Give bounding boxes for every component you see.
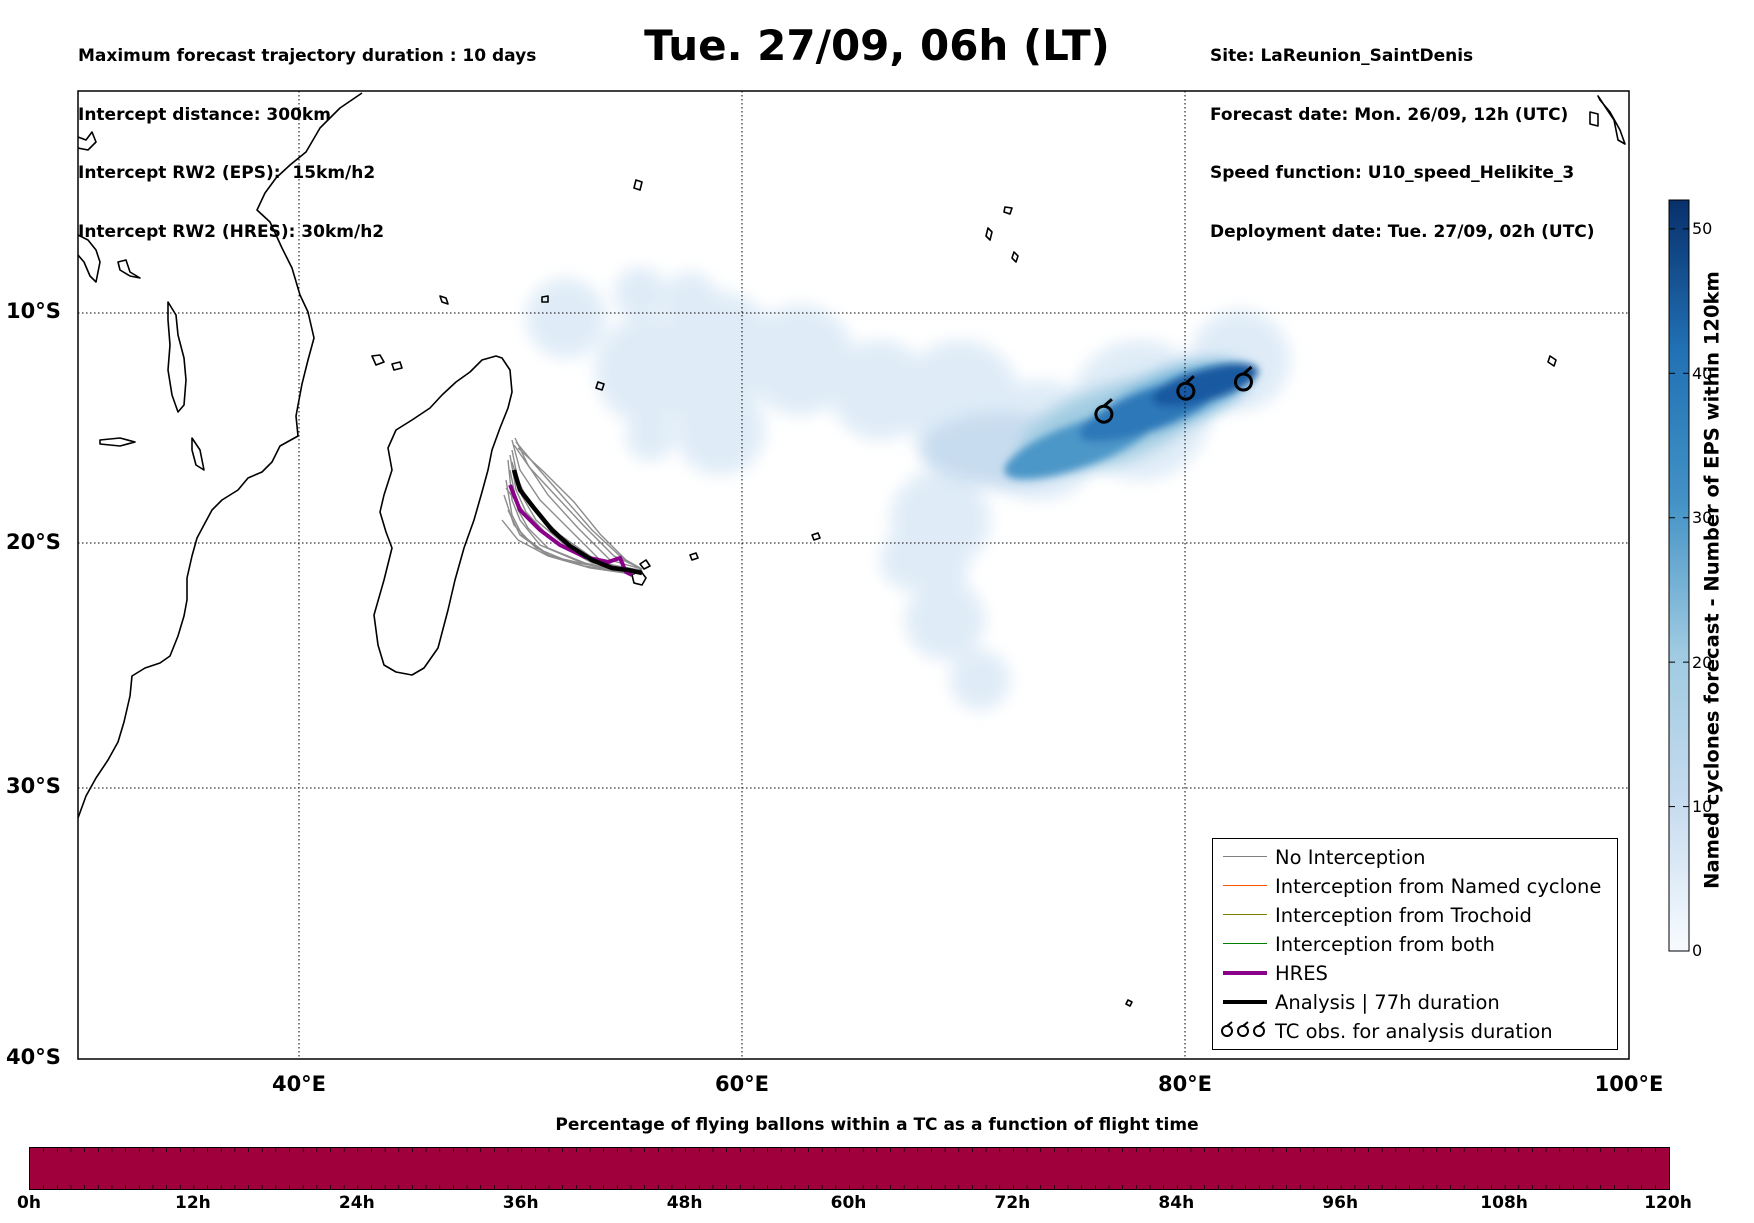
legend-label: HRES (1275, 962, 1328, 985)
tc-obs-marker (1176, 375, 1196, 401)
lon-label: 60°E (714, 1072, 770, 1096)
progress-tick-label: 72h (994, 1193, 1031, 1213)
info-line: Site: LaReunion_SaintDenis (1210, 46, 1474, 66)
colorbar-tick-label: 10 (1692, 797, 1713, 816)
graticule (78, 91, 1629, 1059)
page-title: Tue. 27/09, 06h (LT) (644, 21, 1110, 70)
colorbar (1668, 199, 1690, 952)
legend-item-no-interception: No Interception (1213, 843, 1617, 872)
info-line: Forecast date: Mon. 26/09, 12h (UTC) (1210, 104, 1569, 125)
progress-tick-label: 24h (338, 1193, 375, 1213)
coastlines (78, 92, 1626, 1007)
progress-fill (30, 1148, 1669, 1189)
progress-minor-ticks (43, 1148, 1656, 1189)
legend-swatch (1223, 1000, 1267, 1004)
legend-item-named-cyclone: Interception from Named cyclone (1213, 872, 1617, 901)
legend-item-both: Interception from both (1213, 930, 1617, 959)
cyclone-symbol-icon (1219, 1019, 1267, 1048)
map-legend: No Interception Interception from Named … (1212, 838, 1618, 1050)
progress-tick-label: 36h (502, 1193, 539, 1213)
colorbar-title: Named cyclones forecast - Number of EPS … (1700, 271, 1724, 889)
legend-item-trochoid: Interception from Trochoid (1213, 901, 1617, 930)
info-line: Intercept RW2 (EPS): 15km/h2 (78, 163, 376, 183)
eps-trajectories (501, 437, 643, 575)
legend-label: No Interception (1275, 846, 1426, 869)
legend-swatch (1223, 856, 1267, 857)
progress-tick-label: 108h (1480, 1193, 1528, 1213)
legend-label: Interception from both (1275, 933, 1495, 956)
lat-label: 40°S (6, 1045, 61, 1069)
lon-label: 80°E (1157, 1072, 1213, 1096)
tc-observations (1094, 365, 1253, 424)
legend-swatch (1223, 885, 1267, 886)
legend-label: Interception from Trochoid (1275, 904, 1532, 927)
tc-obs-marker (1233, 365, 1253, 392)
legend-swatch (1223, 914, 1267, 915)
map-frame (77, 90, 1630, 1060)
progress-tick-label: 12h (175, 1193, 211, 1213)
lon-label: 40°E (271, 1072, 327, 1096)
progress-tick-label: 84h (1158, 1193, 1195, 1213)
colorbar-tick-label: 0 (1692, 941, 1703, 960)
legend-label: Interception from Named cyclone (1275, 875, 1602, 898)
legend-swatch (1223, 943, 1267, 944)
lat-label: 10°S (6, 299, 61, 323)
colorbar-tick-label: 50 (1692, 219, 1713, 238)
colorbar-tick-label: 20 (1692, 653, 1713, 672)
progress-tick-label: 96h (1322, 1193, 1359, 1213)
progress-tick-label: 60h (830, 1193, 867, 1213)
lat-label: 20°S (6, 530, 61, 554)
legend-item-analysis: Analysis | 77h duration (1213, 988, 1617, 1017)
info-line: Maximum forecast trajectory duration : 1… (78, 46, 537, 66)
lon-label: 100°E (1594, 1072, 1664, 1096)
flight-time-progress-bar (29, 1147, 1670, 1190)
cyclone-density-field (526, 267, 1290, 710)
legend-item-tc-obs: TC obs. for analysis duration (1213, 1017, 1617, 1046)
progress-tick-label: 0h (17, 1193, 41, 1213)
info-line: Intercept distance: 300km (78, 104, 331, 125)
progress-tick-label: 120h (1644, 1193, 1692, 1213)
tc-obs-marker (1094, 398, 1114, 424)
lat-label: 30°S (6, 774, 61, 798)
colorbar-tick-label: 30 (1692, 508, 1713, 527)
info-line: Speed function: U10_speed_Helikite_3 (1210, 163, 1575, 183)
progress-tick-label: 48h (666, 1193, 703, 1213)
info-line: Deployment date: Tue. 27/09, 02h (UTC) (1210, 221, 1595, 242)
analysis-trajectory (511, 469, 643, 576)
legend-label: TC obs. for analysis duration (1275, 1020, 1553, 1043)
colorbar-ticks (1669, 228, 1689, 952)
run-info-right: Site: LaReunion_SaintDenis Forecast date… (1210, 8, 1595, 262)
run-info-left: Maximum forecast trajectory duration : 1… (78, 8, 536, 262)
legend-label: Analysis | 77h duration (1275, 991, 1500, 1014)
legend-swatch (1223, 971, 1267, 975)
progress-title: Percentage of flying ballons within a TC… (555, 1115, 1199, 1135)
legend-item-hres: HRES (1213, 959, 1617, 988)
colorbar-tick-label: 40 (1692, 364, 1713, 383)
